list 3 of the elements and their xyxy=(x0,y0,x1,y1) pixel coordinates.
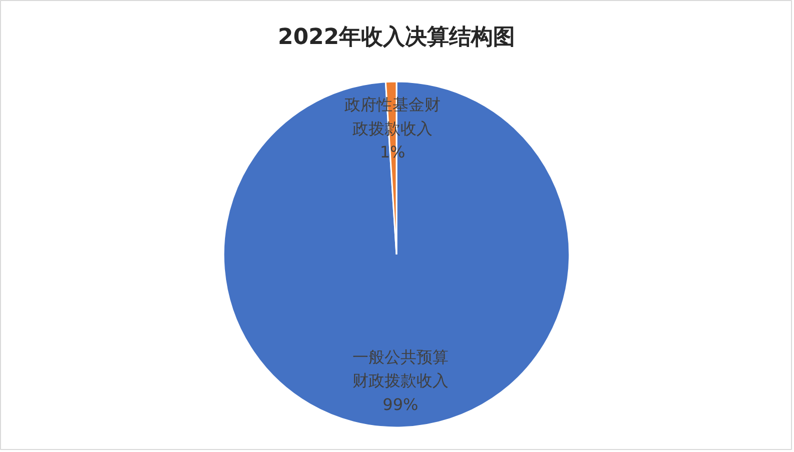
data-label: 99% xyxy=(382,394,418,414)
slice-label: 一般公共预算财政拨款收入 xyxy=(352,347,448,390)
chart-title: 2022年收入决算结构图 xyxy=(278,25,516,50)
